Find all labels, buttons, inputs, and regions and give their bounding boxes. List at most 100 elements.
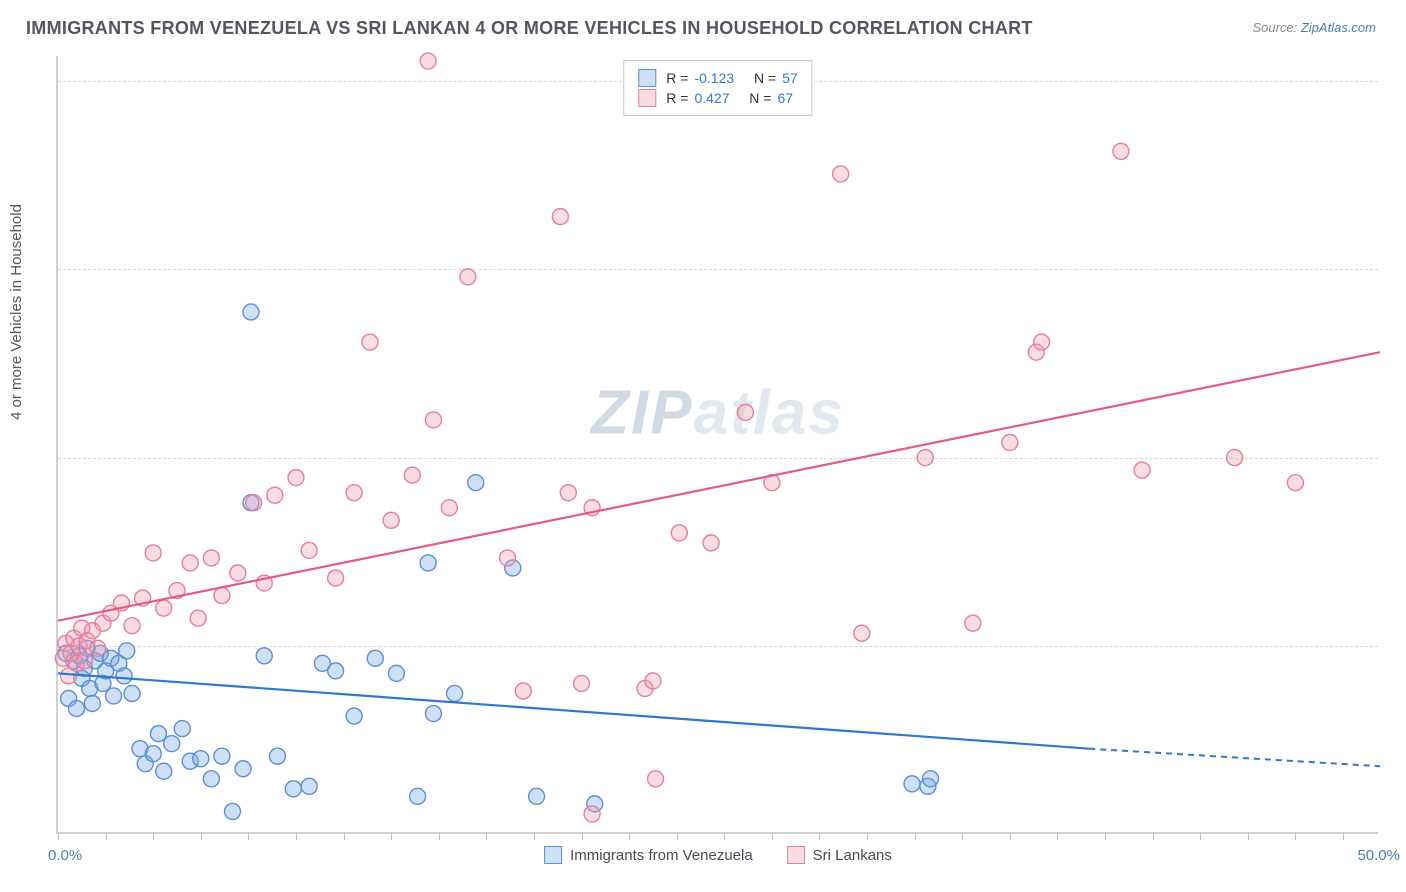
- x-tick-mark: [58, 832, 59, 840]
- data-point: [84, 695, 100, 711]
- data-point: [243, 304, 259, 320]
- x-tick-mark: [439, 832, 440, 840]
- data-point: [301, 778, 317, 794]
- data-point: [737, 404, 753, 420]
- data-point: [116, 668, 132, 684]
- data-point: [214, 748, 230, 764]
- data-point: [468, 475, 484, 491]
- data-point: [560, 485, 576, 501]
- data-point: [124, 685, 140, 701]
- y-axis-label: 4 or more Vehicles in Household: [8, 204, 25, 420]
- x-tick-mark: [724, 832, 725, 840]
- x-tick-mark: [1010, 832, 1011, 840]
- data-point: [574, 675, 590, 691]
- data-point: [965, 615, 981, 631]
- x-tick-mark: [248, 832, 249, 840]
- data-point: [301, 542, 317, 558]
- x-tick-mark: [1057, 832, 1058, 840]
- x-tick-mark: [106, 832, 107, 840]
- data-point: [425, 706, 441, 722]
- series-legend-item: Immigrants from Venezuela: [544, 846, 753, 864]
- legend-swatch: [787, 846, 805, 864]
- x-tick-mark: [1248, 832, 1249, 840]
- data-point: [230, 565, 246, 581]
- data-point: [246, 495, 262, 511]
- data-point: [648, 771, 664, 787]
- data-point: [1287, 475, 1303, 491]
- data-point: [182, 555, 198, 571]
- x-tick-mark: [677, 832, 678, 840]
- data-point: [703, 535, 719, 551]
- data-point: [460, 269, 476, 285]
- data-point: [833, 166, 849, 182]
- x-tick-mark: [819, 832, 820, 840]
- data-point: [214, 588, 230, 604]
- x-tick-mark: [486, 832, 487, 840]
- series-name: Sri Lankans: [813, 847, 892, 864]
- data-point: [145, 746, 161, 762]
- data-point: [156, 600, 172, 616]
- legend-r-label: R =: [666, 70, 688, 86]
- legend-row: R =-0.123 N =57: [638, 69, 797, 87]
- x-tick-mark: [962, 832, 963, 840]
- data-point: [854, 625, 870, 641]
- data-point: [441, 500, 457, 516]
- legend-row: R =0.427 N =67: [638, 89, 797, 107]
- data-point: [904, 776, 920, 792]
- y-tick-label: 30.0%: [1382, 73, 1406, 90]
- data-point: [106, 688, 122, 704]
- data-point: [584, 806, 600, 822]
- data-point: [1034, 334, 1050, 350]
- data-point: [174, 721, 190, 737]
- data-point: [1002, 434, 1018, 450]
- data-point: [328, 570, 344, 586]
- legend-swatch: [638, 69, 656, 87]
- data-point: [499, 550, 515, 566]
- data-point: [346, 708, 362, 724]
- data-point: [69, 701, 85, 717]
- data-point: [917, 450, 933, 466]
- data-point: [235, 761, 251, 777]
- data-point: [193, 751, 209, 767]
- source-label: Source:: [1252, 20, 1300, 35]
- data-point: [124, 618, 140, 634]
- data-point: [156, 763, 172, 779]
- data-point: [1113, 143, 1129, 159]
- x-tick-mark: [772, 832, 773, 840]
- x-tick-mark: [1200, 832, 1201, 840]
- data-point: [529, 788, 545, 804]
- trend-line: [58, 352, 1380, 621]
- legend-swatch: [638, 89, 656, 107]
- source-link[interactable]: ZipAtlas.com: [1301, 20, 1376, 35]
- y-tick-label: 22.5%: [1382, 261, 1406, 278]
- x-tick-mark: [629, 832, 630, 840]
- data-point: [203, 550, 219, 566]
- x-tick-mark: [391, 832, 392, 840]
- data-point: [645, 673, 661, 689]
- series-name: Immigrants from Venezuela: [570, 847, 753, 864]
- legend-r-value: 0.427: [694, 90, 729, 106]
- legend-r-label: R =: [666, 90, 688, 106]
- series-legend-item: Sri Lankans: [787, 846, 892, 864]
- data-point: [410, 788, 426, 804]
- data-point: [420, 53, 436, 69]
- data-point: [225, 803, 241, 819]
- x-tick-mark: [153, 832, 154, 840]
- x-axis-min-label: 0.0%: [48, 847, 82, 864]
- legend-swatch: [544, 846, 562, 864]
- data-point: [285, 781, 301, 797]
- data-point: [420, 555, 436, 571]
- scatter-svg: [58, 56, 1378, 832]
- data-point: [1134, 462, 1150, 478]
- chart-title: IMMIGRANTS FROM VENEZUELA VS SRI LANKAN …: [26, 18, 1033, 39]
- data-point: [119, 643, 135, 659]
- legend-n-label: N =: [749, 90, 771, 106]
- series-legend: Immigrants from Venezuela Sri Lankans: [544, 846, 892, 864]
- legend-n-label: N =: [754, 70, 776, 86]
- data-point: [269, 748, 285, 764]
- source-attribution: Source: ZipAtlas.com: [1252, 20, 1376, 35]
- legend-n-value: 57: [782, 70, 798, 86]
- data-point: [404, 467, 420, 483]
- trend-line-dashed: [1089, 749, 1380, 767]
- x-tick-mark: [915, 832, 916, 840]
